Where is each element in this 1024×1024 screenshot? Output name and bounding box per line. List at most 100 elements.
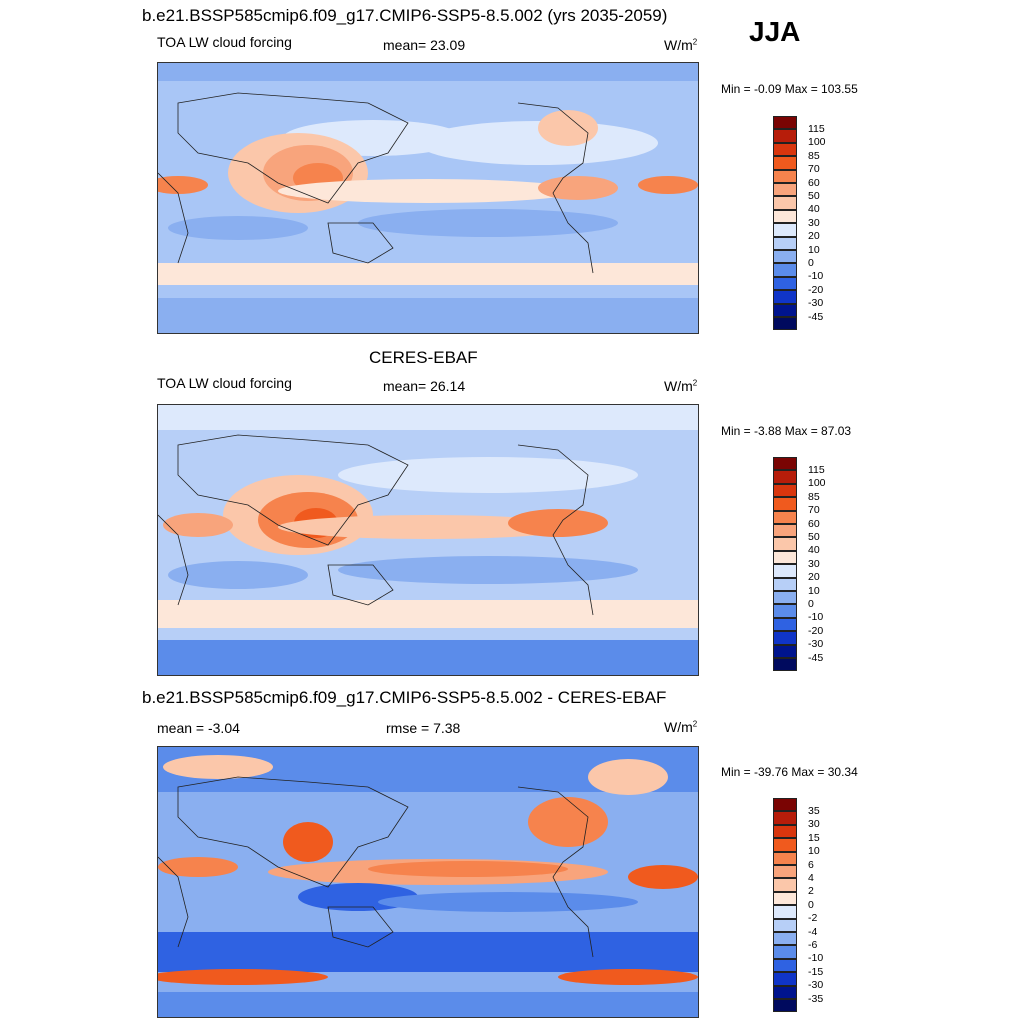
map-diff-field [158,747,698,1017]
colorbar-swatch [773,250,797,264]
colorbar-swatch [773,537,797,551]
colorbar-label: 20 [808,571,820,584]
colorbar-label: 10 [808,845,820,858]
colorbar-label: -35 [808,992,824,1005]
colorbar-label: -30 [808,638,824,651]
colorbar-label: -4 [808,925,818,938]
colorbar-swatch [773,972,797,986]
panel-title: CERES-EBAF [369,348,478,367]
colorbar-label: 70 [808,504,820,517]
colorbar-swatch [773,891,797,906]
colorbar-label: -30 [808,297,824,310]
colorbar-swatch [773,457,797,471]
colorbar-swatch [773,142,797,157]
colorbar-label: -20 [808,283,824,296]
colorbar-label: 85 [808,149,820,162]
colorbar-swatch [773,999,797,1013]
colorbar-label: 85 [808,490,820,503]
colorbar-swatch [773,483,797,498]
units-label: W/m2 [664,378,698,394]
colorbar-label: 30 [808,557,820,570]
min-max-label: Min = -39.76 Max = 30.34 [721,765,858,779]
units-label: W/m2 [664,719,698,735]
colorbar-swatch [773,196,797,210]
colorbar-label: 15 [808,831,820,844]
colorbar-swatch [773,958,797,973]
colorbar-label: 30 [808,216,820,229]
rmse-label: rmse = 7.38 [386,720,461,736]
colorbar-label: 10 [808,243,820,256]
colorbar-swatch [773,798,797,812]
colorbar-swatch [773,129,797,143]
colorbar-swatch [773,851,797,865]
colorbar-swatch [773,918,797,932]
mean-label: mean= 26.14 [383,378,466,394]
colorbar-swatch [773,209,797,224]
min-max-label: Min = -3.88 Max = 87.03 [721,424,852,438]
map-model [157,62,699,334]
colorbar-swatch [773,617,797,632]
season-label: JJA [749,16,801,47]
colorbar-label: -2 [808,912,818,925]
colorbar-label: 60 [808,176,820,189]
colorbar-label: 100 [808,136,826,149]
colorbar-label: 100 [808,477,826,490]
colorbar-swatch [773,116,797,130]
colorbar-swatch [773,564,797,578]
colorbar-swatch [773,497,797,511]
colorbar-label: 40 [808,544,820,557]
colorbar-label: -10 [808,952,824,965]
colorbar-swatch [773,183,797,197]
map-obs-field [158,405,698,675]
colorbar-swatch [773,878,797,892]
colorbar-label: -10 [808,270,824,283]
colorbar-swatch [773,658,797,672]
colorbar-swatch [773,236,797,250]
colorbar-label: -6 [808,939,818,951]
colorbar-swatch [773,604,797,618]
colorbar-swatch [773,945,797,959]
colorbar-label: 70 [808,163,820,176]
colorbar-swatch [773,905,797,919]
colorbar-swatch [773,510,797,524]
colorbar-swatch [773,263,797,277]
colorbar-swatch [773,838,797,852]
colorbar-label: 0 [808,598,814,610]
colorbar-label: 30 [808,818,820,831]
colorbar-label: 0 [808,898,814,911]
colorbar-label: -45 [808,651,824,664]
variable-label: TOA LW cloud forcing [157,375,292,391]
colorbar-swatch [773,524,797,538]
colorbar-label: 0 [808,257,814,269]
colorbar-swatch [773,811,797,825]
colorbar-label: 50 [808,190,820,202]
colorbar-swatch [773,932,797,946]
colorbar-swatch [773,550,797,565]
colorbar-swatch [773,865,797,879]
colorbar-swatch [773,631,797,645]
colorbar-label: 115 [808,123,825,135]
colorbar-label: 115 [808,464,825,476]
mean-label: mean = -3.04 [157,720,240,736]
colorbar-swatch [773,317,797,331]
colorbar-label: 4 [808,872,814,884]
colorbar-label: -30 [808,979,824,992]
min-max-label: Min = -0.09 Max = 103.55 [721,82,858,96]
colorbar-swatch [773,644,797,658]
colorbar-label: -45 [808,310,824,323]
mean-label: mean= 23.09 [383,37,466,53]
colorbar-label: -20 [808,624,824,637]
colorbar-label: 10 [808,584,820,597]
colorbar-swatch [773,303,797,317]
colorbar-swatch [773,169,797,183]
units-label: W/m2 [664,37,698,53]
colorbar-label: 20 [808,230,820,243]
map-model-field [158,63,698,333]
panel-title: b.e21.BSSP585cmip6.f09_g17.CMIP6-SSP5-8.… [142,6,668,25]
colorbar-swatch [773,156,797,170]
colorbar-label: 2 [808,885,814,898]
colorbar-swatch [773,223,797,237]
colorbar-swatch [773,824,797,839]
colorbar-label: -15 [808,965,824,978]
colorbar-label: -10 [808,611,824,624]
